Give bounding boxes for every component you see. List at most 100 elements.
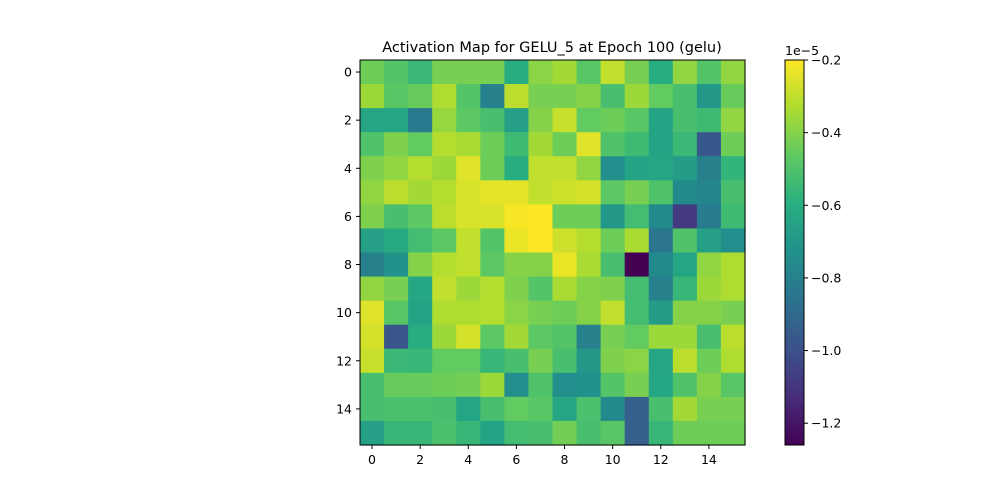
heatmap-cell xyxy=(552,372,578,398)
heatmap-cell xyxy=(504,348,530,374)
heatmap-cell xyxy=(672,108,698,133)
heatmap-cell xyxy=(480,276,505,302)
heatmap-cell xyxy=(696,156,722,181)
heatmap-cell xyxy=(648,252,674,278)
heatmap-cell xyxy=(504,420,530,446)
heatmap-cell xyxy=(360,132,385,157)
heatmap-cell xyxy=(696,396,722,422)
heatmap-cell xyxy=(600,420,626,446)
heatmap-cell xyxy=(456,372,481,398)
heatmap-cell xyxy=(456,132,481,157)
heatmap-cell xyxy=(360,180,385,205)
heatmap-cell xyxy=(672,276,698,302)
heatmap-cell xyxy=(384,372,409,398)
heatmap-cell xyxy=(624,300,650,326)
x-tick-label: 6 xyxy=(512,452,520,467)
x-tick-label: 12 xyxy=(653,452,669,467)
heatmap-cell xyxy=(552,324,578,350)
heatmap-cell xyxy=(384,132,409,157)
heatmap-cell xyxy=(384,300,409,326)
heatmap-cell xyxy=(432,204,457,230)
heatmap-cell xyxy=(408,396,433,422)
heatmap-cell xyxy=(528,420,554,446)
heatmap-cell xyxy=(456,276,481,302)
heatmap-cell xyxy=(576,372,602,398)
heatmap-cell xyxy=(408,228,433,254)
heatmap-cell xyxy=(528,132,554,157)
heatmap-cell xyxy=(408,60,433,85)
heatmap-cell xyxy=(600,372,626,398)
heatmap-cell xyxy=(360,156,385,181)
heatmap-cell xyxy=(408,84,433,109)
x-tick-label: 2 xyxy=(416,452,424,467)
heatmap-cell xyxy=(384,420,409,446)
heatmap-cell xyxy=(528,204,554,230)
heatmap-cell xyxy=(480,204,505,230)
heatmap-cell xyxy=(576,348,602,374)
heatmap-cell xyxy=(456,228,481,254)
heatmap-cell xyxy=(408,324,433,350)
heatmap-cell xyxy=(552,108,578,133)
y-axis: 0 2 4 6 8 10 12 14 xyxy=(336,65,360,416)
heatmap-cell xyxy=(480,252,505,278)
heatmap-cell xyxy=(384,60,409,85)
heatmap-cell xyxy=(456,84,481,109)
heatmap-cell xyxy=(408,420,433,446)
heatmap-cell xyxy=(720,228,746,254)
heatmap-cell xyxy=(552,84,578,109)
heatmap-cell xyxy=(648,132,674,157)
heatmap-cell xyxy=(600,300,626,326)
heatmap-cell xyxy=(576,252,602,278)
heatmap-cell xyxy=(432,324,457,350)
heatmap-cell xyxy=(576,204,602,230)
colorbar-tick-label: −0.4 xyxy=(811,125,841,140)
heatmap-cell xyxy=(408,108,433,133)
heatmap-cell xyxy=(384,252,409,278)
colorbar-offset-label: 1e−5 xyxy=(785,43,819,58)
heatmap-cell xyxy=(648,228,674,254)
heatmap-cell xyxy=(672,252,698,278)
heatmap-cell xyxy=(600,156,626,181)
heatmap-cell xyxy=(600,348,626,374)
heatmap-cells xyxy=(360,60,746,446)
heatmap-cell xyxy=(552,276,578,302)
heatmap-cell xyxy=(672,300,698,326)
heatmap-cell xyxy=(672,204,698,230)
x-tick-label: 0 xyxy=(368,452,376,467)
heatmap-cell xyxy=(600,276,626,302)
heatmap-cell xyxy=(720,108,746,133)
heatmap-cell xyxy=(384,156,409,181)
heatmap-cell xyxy=(432,420,457,446)
heatmap-cell xyxy=(432,84,457,109)
heatmap-cell xyxy=(504,84,530,109)
heatmap-cell xyxy=(552,180,578,205)
heatmap-cell xyxy=(696,420,722,446)
heatmap-cell xyxy=(648,204,674,230)
heatmap-cell xyxy=(504,132,530,157)
heatmap-cell xyxy=(672,324,698,350)
heatmap-cell xyxy=(504,204,530,230)
x-tick-label: 4 xyxy=(464,452,472,467)
heatmap-cell xyxy=(720,276,746,302)
heatmap-cell xyxy=(576,300,602,326)
heatmap-cell xyxy=(528,84,554,109)
heatmap-cell xyxy=(384,276,409,302)
heatmap-cell xyxy=(504,396,530,422)
y-tick-label: 0 xyxy=(344,65,352,80)
heatmap-cell xyxy=(456,420,481,446)
colorbar-tick-label: −1.0 xyxy=(811,343,841,358)
heatmap-cell xyxy=(456,156,481,181)
heatmap-cell xyxy=(432,108,457,133)
colorbar-tick-label: −1.2 xyxy=(811,416,841,431)
heatmap-cell xyxy=(720,372,746,398)
heatmap-cell xyxy=(528,60,554,85)
heatmap-cell xyxy=(360,324,385,350)
heatmap-cell xyxy=(360,300,385,326)
y-tick-label: 10 xyxy=(336,305,352,320)
heatmap-cell xyxy=(528,276,554,302)
heatmap-cell xyxy=(648,156,674,181)
heatmap-cell xyxy=(648,348,674,374)
heatmap-cell xyxy=(360,348,385,374)
colorbar-tick-label: −0.6 xyxy=(811,198,841,213)
